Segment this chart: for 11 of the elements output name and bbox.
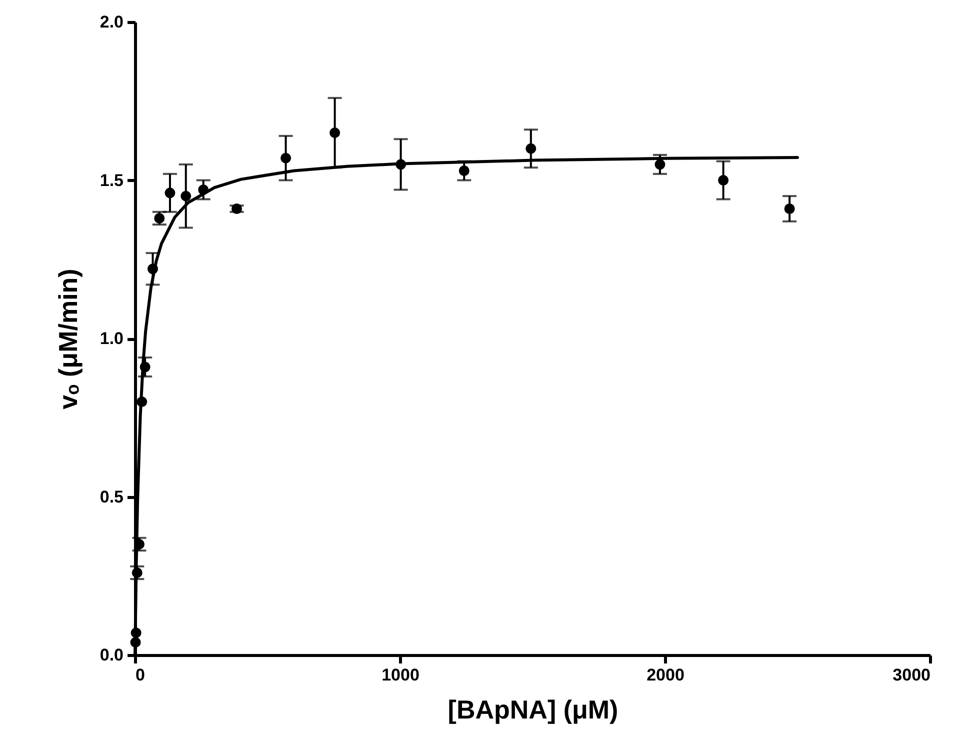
y-axis-title: vₒ (μM/min)	[52, 268, 83, 410]
x-axis-title: [BApNA] (μM)	[448, 694, 618, 724]
y-tick-label: 2.0	[100, 12, 124, 32]
y-tick-label: 0.5	[100, 487, 124, 506]
y-tick-label: 0.0	[100, 646, 124, 664]
x-tick-label: 2000	[646, 666, 684, 684]
x-tick-label: 0	[136, 666, 145, 684]
x-tick-label: 3000	[892, 666, 930, 684]
x-tick-label: 1000	[382, 666, 420, 684]
y-tick-label: 1.5	[100, 170, 124, 190]
y-tick-label: 1.0	[100, 329, 124, 348]
